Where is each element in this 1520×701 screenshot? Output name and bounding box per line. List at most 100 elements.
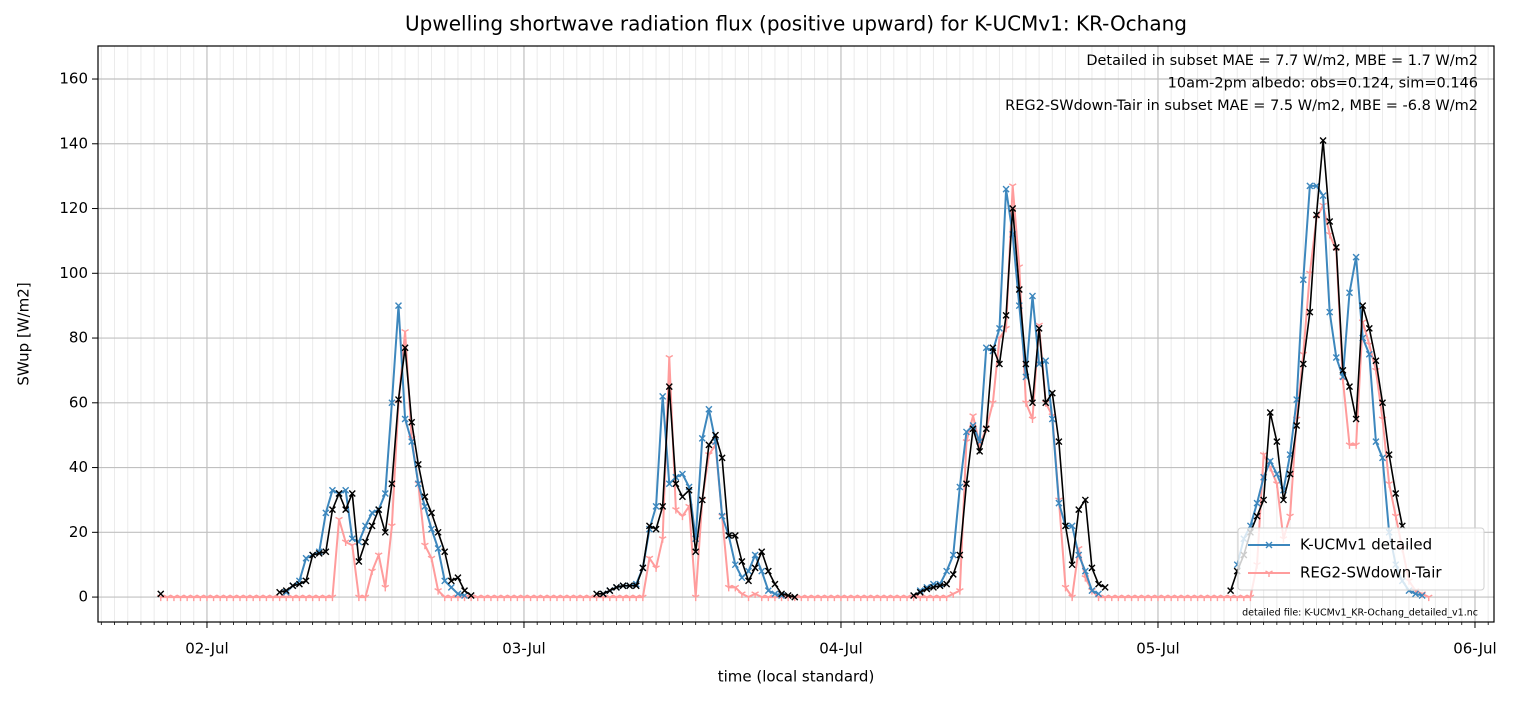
marker — [1352, 253, 1360, 261]
marker — [447, 583, 455, 591]
marker — [632, 594, 641, 602]
marker — [632, 582, 640, 590]
y-tick-label: 20 — [69, 523, 88, 541]
marker — [209, 594, 218, 602]
marker — [539, 594, 548, 602]
annotation: 10am-2pm albedo: obs=0.124, sim=0.146 — [1168, 76, 1478, 92]
marker — [1193, 594, 1202, 602]
marker — [685, 486, 693, 494]
marker — [1035, 324, 1043, 332]
marker — [348, 542, 357, 550]
marker — [1319, 192, 1327, 200]
marker — [1286, 513, 1294, 521]
series — [157, 137, 1406, 601]
marker — [1147, 594, 1156, 602]
marker — [969, 413, 977, 420]
marker — [1022, 400, 1030, 407]
marker — [394, 302, 402, 310]
x-tick-label: 06-Jul — [1453, 640, 1496, 658]
marker — [956, 483, 964, 491]
marker — [388, 523, 396, 530]
marker — [375, 506, 383, 514]
marker — [745, 577, 753, 585]
marker — [163, 594, 172, 602]
marker — [421, 493, 429, 501]
marker — [678, 493, 686, 501]
y-tick-label: 160 — [59, 70, 88, 88]
marker — [1095, 580, 1103, 588]
marker — [454, 590, 462, 598]
marker — [553, 594, 561, 602]
marker — [1180, 594, 1189, 602]
marker — [342, 506, 350, 514]
marker — [176, 594, 185, 602]
marker — [1279, 496, 1287, 504]
marker — [751, 591, 759, 598]
marker — [1206, 594, 1215, 602]
marker — [1055, 499, 1063, 507]
marker — [1392, 489, 1400, 497]
chart-title: Upwelling shortwave radiation flux (posi… — [405, 12, 1187, 36]
marker — [659, 502, 667, 510]
marker — [1095, 590, 1103, 598]
marker — [1293, 421, 1301, 429]
marker — [1029, 399, 1036, 407]
marker — [289, 582, 297, 590]
marker — [724, 584, 733, 592]
marker — [1015, 285, 1023, 293]
x-tick-label: 02-Jul — [185, 640, 228, 658]
marker — [645, 555, 654, 563]
marker — [969, 425, 977, 433]
marker — [1365, 350, 1373, 358]
marker — [454, 574, 462, 582]
marker — [1326, 308, 1334, 316]
marker — [335, 489, 343, 497]
marker — [1042, 357, 1050, 365]
marker — [1286, 470, 1294, 478]
marker — [612, 583, 620, 591]
marker — [1312, 211, 1320, 219]
marker — [189, 594, 198, 602]
marker — [414, 460, 422, 468]
marker — [976, 447, 984, 455]
y-tick-label: 120 — [59, 199, 88, 217]
marker — [665, 354, 674, 362]
plot-frame — [97, 45, 1495, 623]
marker — [222, 594, 231, 602]
marker — [421, 542, 429, 550]
marker — [652, 525, 660, 533]
marker — [718, 512, 726, 520]
marker — [1352, 442, 1360, 449]
marker — [1048, 389, 1056, 397]
marker — [1114, 594, 1123, 602]
marker — [850, 594, 859, 602]
marker — [1359, 302, 1367, 310]
marker — [863, 594, 872, 602]
marker — [1075, 506, 1083, 514]
marker — [771, 580, 779, 588]
marker — [751, 564, 759, 572]
marker — [1306, 308, 1314, 316]
marker — [361, 594, 370, 602]
marker — [1227, 587, 1235, 595]
marker — [1075, 551, 1083, 559]
marker — [1299, 276, 1307, 284]
marker — [1134, 594, 1143, 602]
marker — [883, 594, 892, 602]
marker — [434, 528, 442, 536]
marker — [757, 594, 766, 602]
marker — [368, 522, 376, 530]
marker — [520, 594, 528, 602]
marker — [982, 344, 990, 352]
marker — [989, 400, 997, 407]
marker — [447, 577, 455, 585]
marker — [295, 580, 303, 588]
marker — [764, 567, 772, 575]
marker — [381, 584, 390, 592]
marker — [652, 565, 660, 572]
x-tick-label: 04-Jul — [819, 640, 862, 658]
marker — [943, 580, 951, 588]
marker — [1412, 590, 1420, 598]
marker — [711, 431, 719, 439]
marker — [744, 594, 753, 602]
